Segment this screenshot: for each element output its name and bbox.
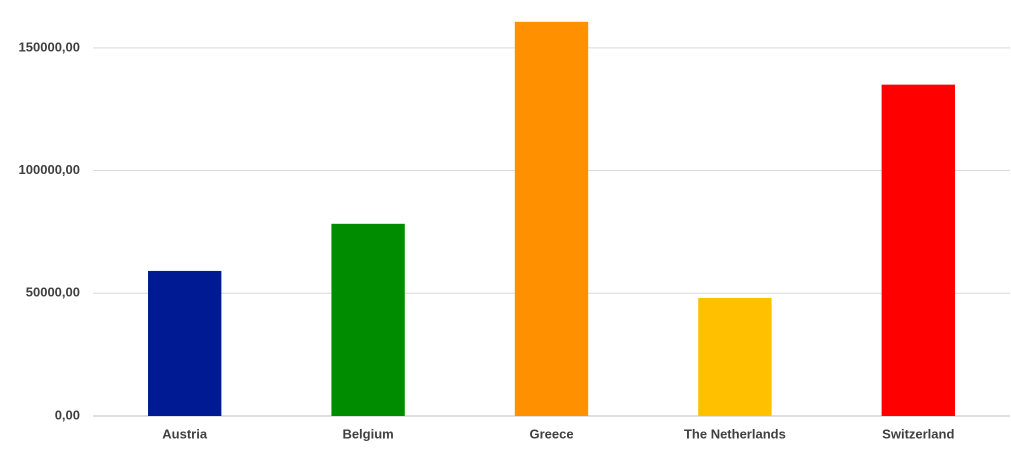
x-tick-label: Switzerland — [882, 426, 954, 441]
x-tick-label: Belgium — [342, 426, 393, 441]
y-tick-label: 100000,00 — [19, 162, 80, 177]
y-tick-label: 150000,00 — [19, 39, 80, 54]
bar — [148, 270, 222, 416]
bar — [514, 21, 589, 417]
bar — [331, 223, 405, 416]
y-tick-label: 0,00 — [55, 407, 80, 422]
x-tick-label: Greece — [529, 426, 573, 441]
bar — [698, 297, 772, 416]
bar — [881, 84, 955, 417]
x-tick-label: Austria — [162, 426, 208, 441]
x-tick-label: The Netherlands — [684, 426, 786, 441]
y-tick-label: 50000,00 — [26, 285, 80, 300]
